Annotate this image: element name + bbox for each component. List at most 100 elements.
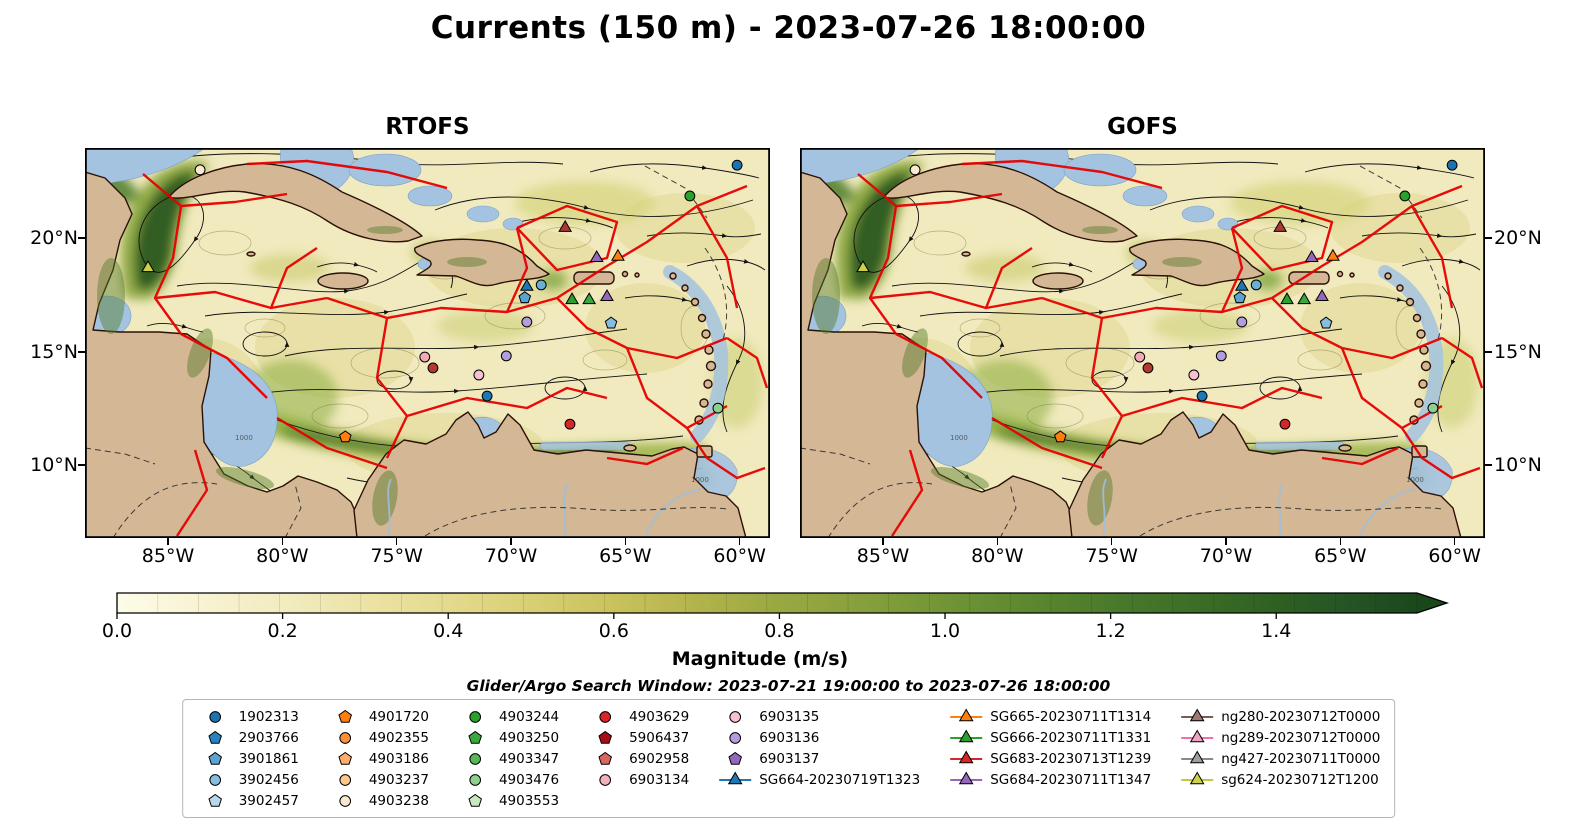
lat-tick-label: 15°N <box>30 340 78 363</box>
legend-label: SG684-20230711T1347 <box>990 771 1152 788</box>
legend-marker-pentagon-icon <box>598 730 612 744</box>
lon-tick-label: 65°W <box>1314 545 1367 567</box>
x-tick-mark <box>624 538 627 545</box>
legend-label: 5906437 <box>629 729 690 746</box>
legend-entry: 4902355 <box>327 727 429 748</box>
legend-marker-circle-icon <box>599 710 611 723</box>
legend-label: ng427-20230711T0000 <box>1221 750 1381 767</box>
legend-marker-triangle-icon <box>1181 728 1214 742</box>
legend-entry: 4903629 <box>587 706 689 727</box>
legend-entry: 4903250 <box>457 727 559 748</box>
lat-tick-label: 15°N <box>1494 340 1542 363</box>
colorbar-tick-label: 0.8 <box>764 620 795 642</box>
legend-entry: 6903137 <box>717 748 920 769</box>
colorbar-tick-label: 0.2 <box>267 620 298 642</box>
legend-entry: 4903553 <box>457 790 559 811</box>
legend-marker-circle-icon <box>729 710 742 723</box>
legend-label: 4903244 <box>498 708 560 725</box>
legend: 1902313 2903766 3901861 3902456 3902457 49017… <box>181 699 1396 818</box>
legend-label: 4903553 <box>498 792 560 809</box>
legend-label: 4902355 <box>368 729 429 746</box>
rtofs-observation-markers <box>141 159 743 443</box>
x-tick-mark <box>1225 538 1227 545</box>
lon-tick-label: 80°W <box>971 545 1024 567</box>
legend-marker-triangle-icon <box>1181 749 1214 763</box>
figure-title: Currents (150 m) - 2023-07-26 18:00:00 <box>430 10 1147 46</box>
legend-entry: 6903135 <box>717 706 920 727</box>
legend-entry: 3902456 <box>197 769 299 790</box>
legend-marker-pentagon-icon <box>207 751 222 765</box>
legend-marker-triangle-icon <box>719 770 752 784</box>
legend-entry: 3902457 <box>197 790 299 811</box>
lat-tick-label: 20°N <box>1494 227 1542 250</box>
lon-tick-label: 60°W <box>713 545 766 567</box>
legend-label: ng289-20230712T0000 <box>1221 729 1381 746</box>
legend-marker-pentagon-icon <box>338 709 352 723</box>
legend-label: 4903238 <box>368 792 429 809</box>
lon-tick-label: 65°W <box>599 545 652 567</box>
legend-entry: 4903237 <box>327 769 429 790</box>
y-tick-mark <box>1485 464 1492 466</box>
legend-entry: SG666-20230711T1331 <box>948 727 1151 748</box>
x-tick-mark <box>996 538 999 545</box>
legend-marker-circle-icon <box>338 773 351 786</box>
rtofs-map <box>85 148 770 538</box>
legend-entry: 4903238 <box>327 790 429 811</box>
legend-marker-circle-icon <box>469 710 481 723</box>
legend-marker-circle-icon <box>729 731 742 744</box>
legend-entry: SG684-20230711T1347 <box>948 769 1151 790</box>
legend-label: sg624-20230712T1200 <box>1221 771 1379 788</box>
legend-column: 4903629 5906437 6902958 6903134 <box>587 706 689 790</box>
legend-entry: SG683-20230713T1239 <box>948 748 1151 769</box>
colorbar <box>116 592 1450 619</box>
legend-label: 4903629 <box>629 708 690 725</box>
lon-tick-label: 60°W <box>1428 545 1481 567</box>
legend-entry: 6903134 <box>587 769 689 790</box>
legend-entry: 6902958 <box>587 748 689 769</box>
legend-marker-circle-icon <box>208 710 221 723</box>
gofs-observation-markers <box>856 159 1458 443</box>
colorbar-tick-label: 0.0 <box>101 620 133 642</box>
legend-entry: sg624-20230712T1200 <box>1179 769 1380 790</box>
colorbar-tick-label: 1.4 <box>1261 620 1292 642</box>
lat-tick-label: 10°N <box>1494 454 1542 477</box>
legend-marker-circle-icon <box>338 731 351 744</box>
x-tick-mark <box>1339 538 1342 545</box>
x-tick-mark <box>1453 538 1456 545</box>
legend-column: 4903244 4903250 4903347 4903476 4903553 <box>457 706 559 811</box>
x-tick-mark <box>395 538 398 545</box>
legend-entry: SG664-20230719T1323 <box>717 769 920 790</box>
legend-marker-pentagon-icon <box>728 751 742 765</box>
lon-tick-label: 85°W <box>856 545 910 567</box>
legend-marker-triangle-icon <box>1181 707 1214 721</box>
legend-entry: 4901720 <box>327 706 429 727</box>
colorbar-segments <box>117 593 1417 613</box>
legend-entry: ng427-20230711T0000 <box>1179 748 1380 769</box>
legend-column: ng280-20230712T0000 ng289-20230712T0000 ng… <box>1179 706 1380 790</box>
colorbar-tick-label: 1.2 <box>1095 620 1126 642</box>
rtofs-panel <box>85 148 770 538</box>
lon-tick-label: 85°W <box>141 545 195 567</box>
legend-label: 4903476 <box>498 771 560 788</box>
legend-marker-triangle-icon <box>1181 770 1214 784</box>
legend-label: 4903250 <box>498 729 560 746</box>
legend-marker-triangle-icon <box>950 728 983 742</box>
lon-tick-label: 80°W <box>256 545 309 567</box>
legend-column: 1902313 2903766 3901861 3902456 3902457 <box>197 706 299 811</box>
legend-entry: 6903136 <box>717 727 920 748</box>
legend-label: 6903134 <box>629 771 690 788</box>
legend-label: 6903136 <box>759 729 820 746</box>
legend-marker-triangle-icon <box>950 770 983 784</box>
legend-column: 4901720 4902355 4903186 4903237 4903238 <box>327 706 429 811</box>
legend-label: ng280-20230712T0000 <box>1221 708 1381 725</box>
legend-label: SG683-20230713T1239 <box>990 750 1152 767</box>
legend-label: 6902958 <box>629 750 690 767</box>
lon-tick-label: 75°W <box>1085 545 1138 567</box>
x-tick-mark <box>281 538 284 545</box>
lon-tick-label: 75°W <box>370 545 423 567</box>
legend-label: 6903137 <box>759 750 820 767</box>
gofs-panel <box>800 148 1485 538</box>
colorbar-ticks <box>116 613 1277 619</box>
lat-tick-label: 20°N <box>30 227 78 250</box>
